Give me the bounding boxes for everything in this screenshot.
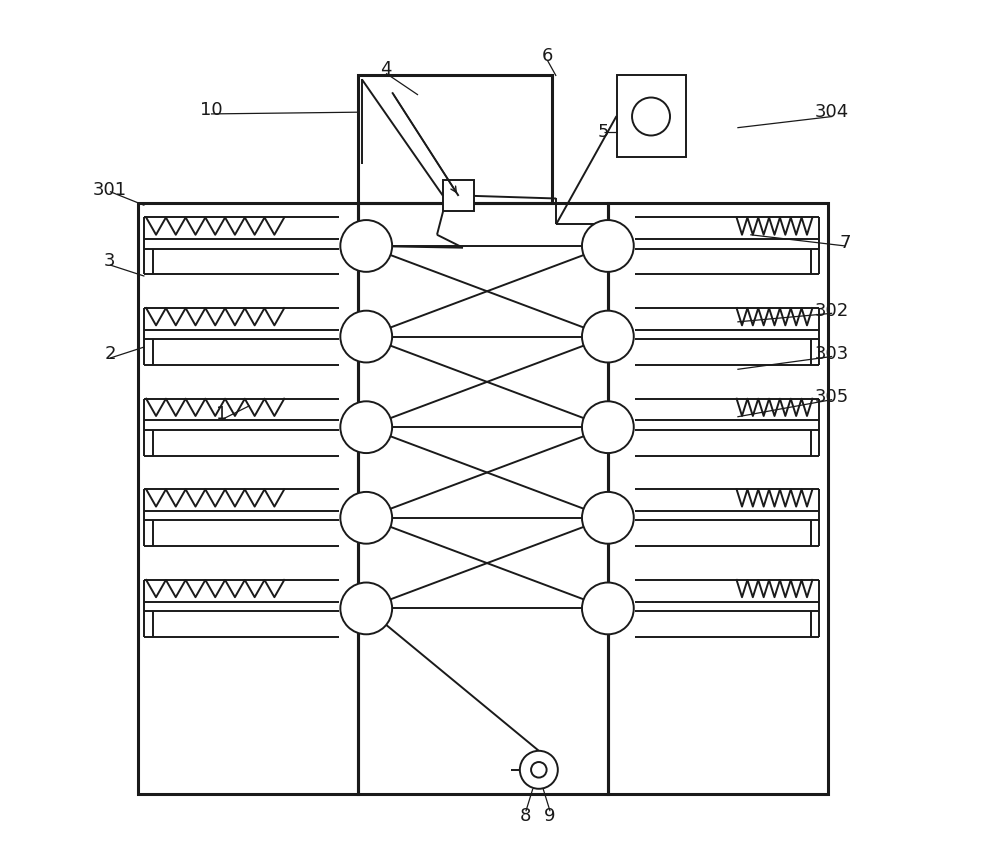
Text: 5: 5: [598, 123, 609, 141]
Circle shape: [632, 98, 670, 135]
Circle shape: [582, 311, 634, 362]
Circle shape: [340, 401, 392, 453]
Circle shape: [582, 583, 634, 634]
Text: 3: 3: [104, 252, 116, 269]
Text: 304: 304: [815, 104, 849, 121]
Circle shape: [531, 762, 547, 778]
Bar: [608, 203, 828, 794]
Circle shape: [520, 751, 558, 789]
Text: 1: 1: [216, 406, 228, 423]
Bar: [138, 203, 358, 794]
Bar: [358, 75, 552, 203]
Text: 6: 6: [542, 47, 553, 65]
Circle shape: [340, 492, 392, 544]
Circle shape: [340, 220, 392, 272]
Text: 4: 4: [380, 60, 392, 78]
Text: 10: 10: [200, 102, 222, 119]
Bar: [358, 203, 608, 794]
Text: 9: 9: [544, 807, 556, 824]
Text: 305: 305: [815, 388, 849, 406]
Bar: [617, 75, 686, 157]
Circle shape: [340, 583, 392, 634]
Text: 7: 7: [839, 235, 851, 252]
Text: 8: 8: [520, 807, 532, 824]
Bar: [443, 180, 474, 211]
Text: 2: 2: [104, 345, 116, 362]
Text: 303: 303: [815, 345, 849, 362]
Circle shape: [340, 311, 392, 362]
Circle shape: [582, 492, 634, 544]
Circle shape: [582, 401, 634, 453]
Circle shape: [582, 220, 634, 272]
Text: 301: 301: [93, 181, 127, 198]
Text: 302: 302: [815, 302, 849, 319]
